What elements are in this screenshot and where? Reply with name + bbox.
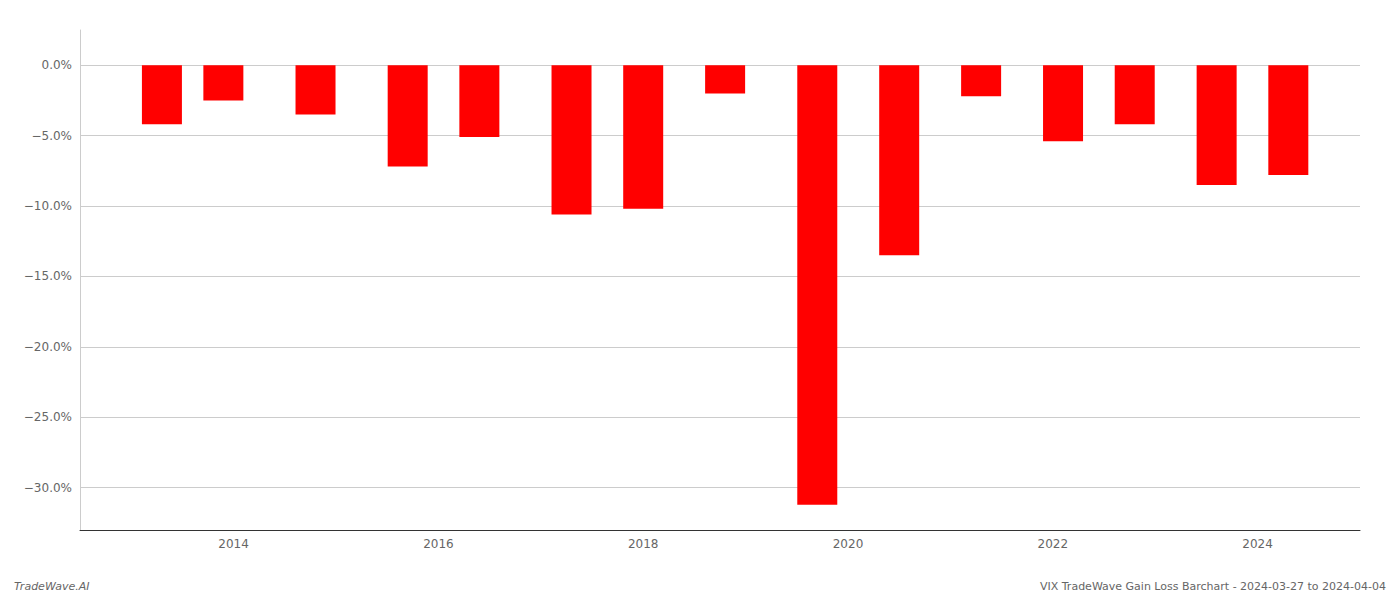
- svg-text:−15.0%: −15.0%: [24, 269, 72, 283]
- svg-text:VIX TradeWave Gain Loss Barcha: VIX TradeWave Gain Loss Barchart - 2024-…: [1040, 580, 1386, 593]
- svg-text:−20.0%: −20.0%: [24, 340, 72, 354]
- svg-text:TradeWave.AI: TradeWave.AI: [14, 580, 89, 593]
- svg-text:2016: 2016: [423, 537, 454, 551]
- svg-text:−30.0%: −30.0%: [24, 481, 72, 495]
- svg-text:−10.0%: −10.0%: [24, 199, 72, 213]
- svg-text:2022: 2022: [1038, 537, 1069, 551]
- svg-text:−25.0%: −25.0%: [24, 410, 72, 424]
- svg-text:0.0%: 0.0%: [42, 58, 73, 72]
- svg-text:−5.0%: −5.0%: [31, 129, 72, 143]
- svg-text:2024: 2024: [1242, 537, 1273, 551]
- svg-text:2014: 2014: [218, 537, 249, 551]
- svg-text:2020: 2020: [833, 537, 864, 551]
- svg-text:2018: 2018: [628, 537, 659, 551]
